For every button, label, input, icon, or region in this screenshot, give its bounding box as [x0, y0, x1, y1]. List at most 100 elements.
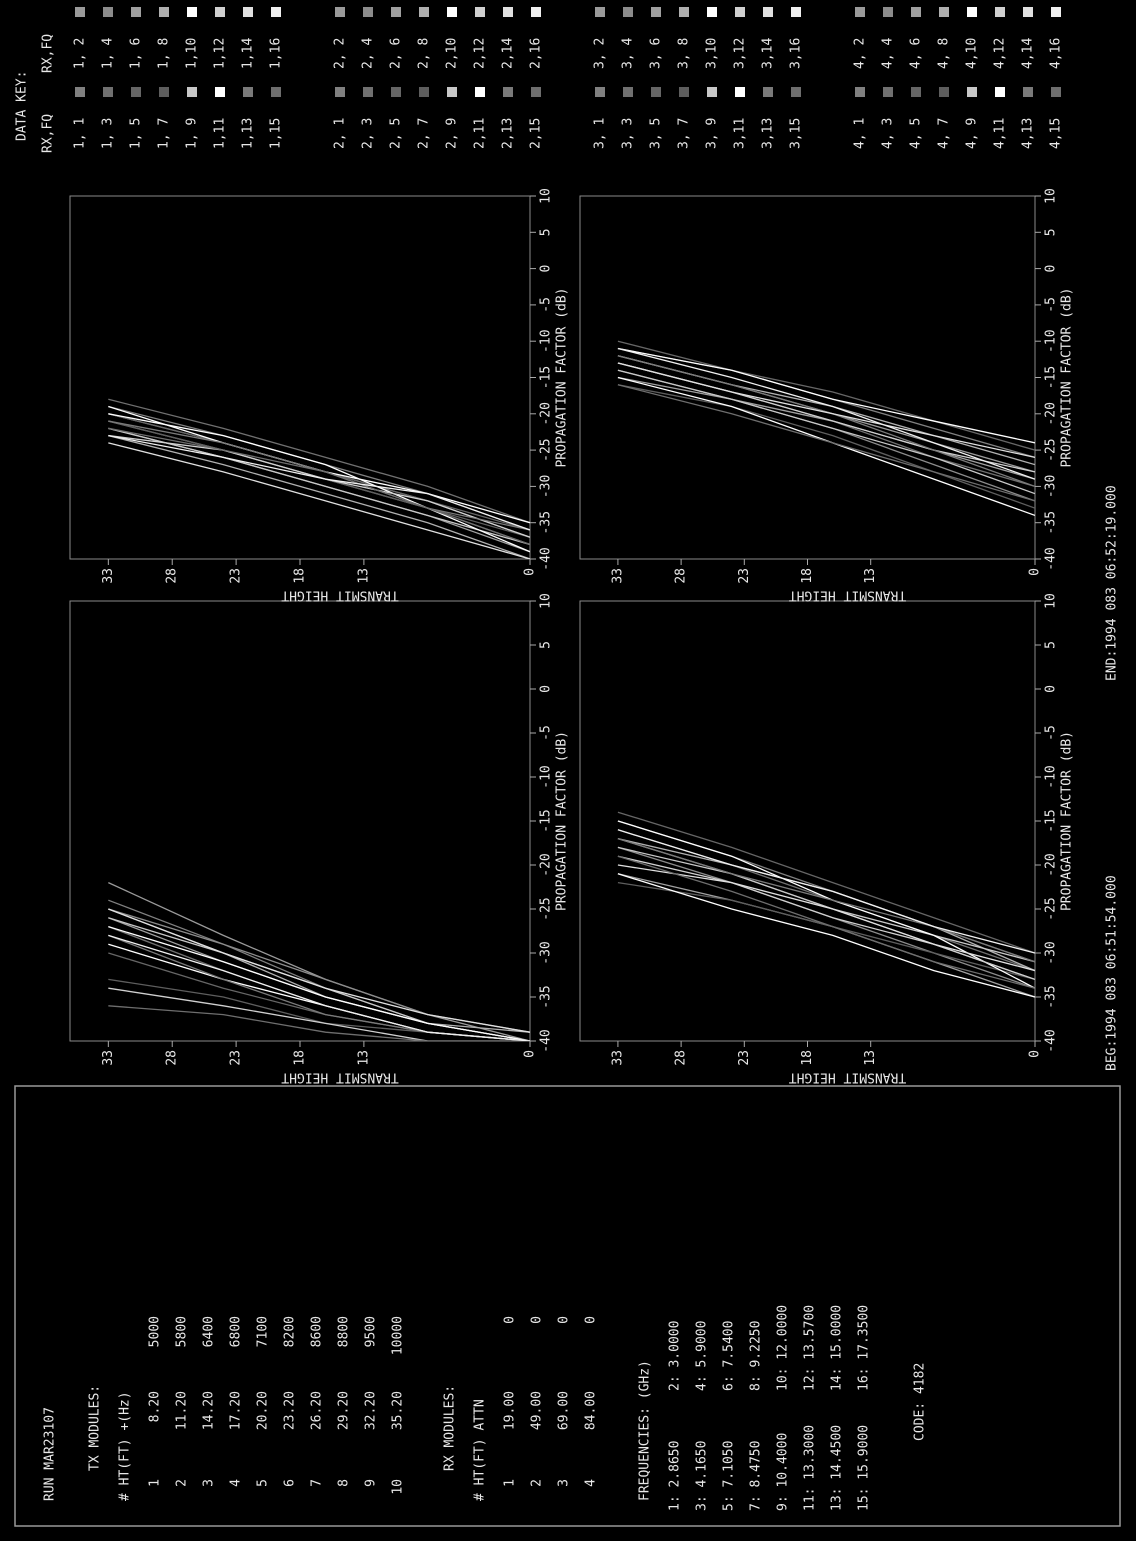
data-line: [617, 855, 1035, 989]
tx-cell: 17.20: [229, 1391, 244, 1430]
legend-label: 2, 1: [333, 118, 348, 149]
x-tick-label: -10: [1044, 765, 1059, 788]
legend-label: 3,14: [761, 38, 776, 69]
legend-swatch: [735, 7, 745, 17]
tx-cell: 3: [202, 1479, 217, 1487]
plot-frame: [69, 195, 531, 560]
x-tick-label: -35: [1044, 511, 1059, 534]
tx-cell: 8200: [283, 1316, 298, 1347]
legend-swatch: [855, 7, 865, 17]
legend-label: 4, 1: [853, 118, 868, 149]
legend-swatch: [503, 87, 513, 97]
freq-cell: 11: 13.3000: [803, 1425, 818, 1511]
x-axis-label: PROPAGATION FACTOR (dB): [555, 731, 570, 911]
y-axis-label: TRANSMIT HEIGHT: [281, 1070, 399, 1085]
x-tick-label: 10: [539, 188, 554, 204]
legend-label: 1, 8: [157, 38, 172, 69]
x-tick-label: 5: [539, 641, 554, 649]
tx-cell: 9500: [364, 1316, 379, 1347]
rx-header: # HT(FT) ATTN: [473, 1399, 488, 1501]
run-name: RUN MAR23107: [43, 1407, 58, 1501]
x-tick-label: 0: [1044, 265, 1059, 273]
legend-swatch: [271, 87, 281, 97]
legend-label: 2, 7: [417, 118, 432, 149]
legend-label: 2, 5: [389, 118, 404, 149]
legend-label: 3, 6: [649, 38, 664, 69]
tx-cell: 6800: [229, 1316, 244, 1347]
y-tick-label: 13: [356, 1050, 371, 1066]
y-tick-label: 33: [101, 568, 116, 584]
y-tick-label: 33: [610, 1050, 625, 1066]
rx-cell: 0: [530, 1316, 545, 1324]
begin-time: BEG:1994 083 06:51:54.000: [1105, 875, 1120, 1071]
data-line: [108, 434, 530, 531]
legend-label: 4, 3: [881, 118, 896, 149]
legend-label: 3,10: [705, 38, 720, 69]
x-tick-label: -30: [1044, 475, 1059, 498]
tx-cell: 35.20: [391, 1391, 406, 1430]
y-axis-label: TRANSMIT HEIGHT: [789, 588, 907, 603]
tx-cell: 7100: [256, 1316, 271, 1347]
legend-swatch: [967, 7, 977, 17]
legend-label: 2, 2: [333, 38, 348, 69]
legend-swatch: [855, 87, 865, 97]
legend-label: 2, 8: [417, 38, 432, 69]
legend-label: 1, 2: [73, 38, 88, 69]
legend-label: 1, 6: [129, 38, 144, 69]
y-tick-label: 23: [229, 1050, 244, 1066]
legend-swatch: [939, 87, 949, 97]
tx-cell: 26.20: [310, 1391, 325, 1430]
tx-cell: 14.20: [202, 1391, 217, 1430]
y-tick-label: 23: [737, 568, 752, 584]
legend-swatch: [595, 7, 605, 17]
legend-label: 4, 9: [965, 118, 980, 149]
data-line: [617, 837, 1035, 963]
x-tick-label: 0: [539, 265, 554, 273]
legend-swatch: [1023, 7, 1033, 17]
data-line: [617, 362, 1035, 458]
legend-swatch: [447, 87, 457, 97]
x-tick-label: -5: [1044, 297, 1059, 313]
plot-lines: [617, 340, 1035, 517]
legend-swatch: [475, 7, 485, 17]
legend-label: 1,12: [213, 38, 228, 69]
tx-cell: 6: [283, 1479, 298, 1487]
legend-label: 4, 8: [937, 38, 952, 69]
data-line: [617, 355, 1035, 473]
rx-cell: 19.00: [503, 1391, 518, 1430]
data-line: [617, 829, 1035, 972]
x-tick-label: -35: [1044, 985, 1059, 1008]
freq-cell: 13: 14.4500: [830, 1425, 845, 1511]
freq-cell: 5: 7.1050: [722, 1441, 737, 1511]
legend-label: 1, 9: [185, 118, 200, 149]
legend-swatch: [531, 7, 541, 17]
legend-label: 1, 1: [73, 118, 88, 149]
data-line: [617, 846, 1035, 989]
data-line: [108, 398, 530, 524]
legend-swatch: [159, 7, 169, 17]
legend-swatch: [967, 87, 977, 97]
freq-cell: 9: 10.4000: [776, 1433, 791, 1511]
legend-swatch: [187, 7, 197, 17]
legend-swatch: [763, 7, 773, 17]
legend-label: 1, 4: [101, 38, 116, 69]
legend-swatch: [419, 87, 429, 97]
y-tick-label: 0: [1028, 568, 1043, 576]
legend-label: 3, 7: [677, 118, 692, 149]
legend-swatch: [995, 87, 1005, 97]
tx-cell: 10: [391, 1479, 406, 1495]
tx-cell: 23.20: [283, 1391, 298, 1430]
legend-label: 1,10: [185, 38, 200, 69]
tx-cell: 8: [337, 1479, 352, 1487]
x-tick-label: -20: [539, 853, 554, 876]
data-line: [617, 811, 1035, 954]
legend-label: 3, 8: [677, 38, 692, 69]
y-tick-label: 28: [165, 568, 180, 584]
x-tick-label: 10: [539, 593, 554, 609]
x-tick-label: -15: [1044, 366, 1059, 389]
data-line: [108, 427, 530, 546]
legend-swatch: [75, 87, 85, 97]
legend-label: 3,15: [789, 118, 804, 149]
